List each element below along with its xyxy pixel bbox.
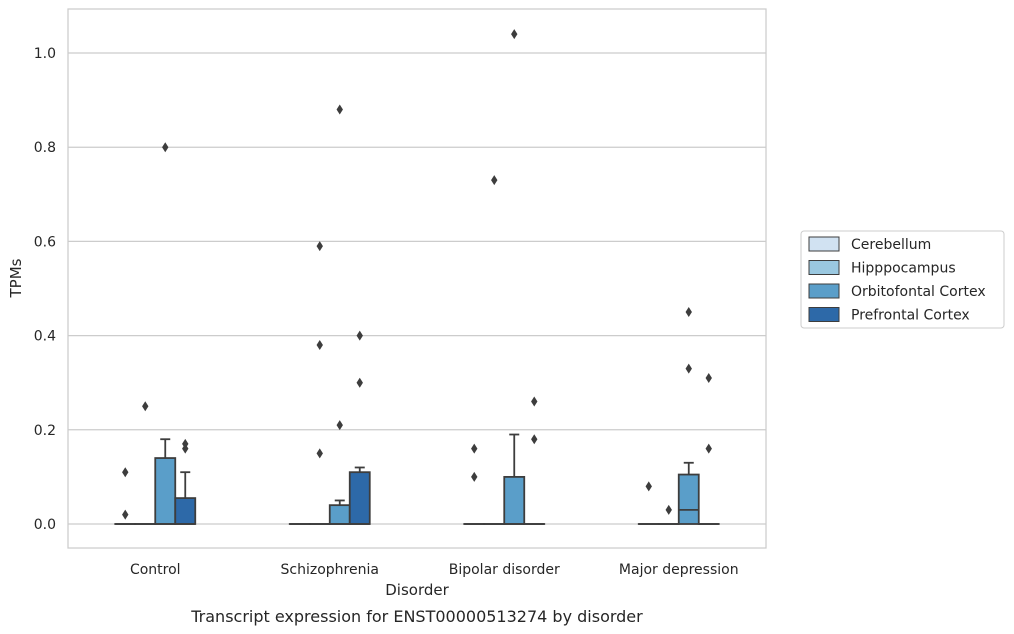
y-tick-label: 0.4 [34,329,56,345]
outlier-point [316,340,323,351]
x-tick-label: Control [130,562,181,578]
x-tick-label: Bipolar disorder [449,562,560,578]
y-tick-label: 0.0 [34,517,56,533]
outlier-point [491,175,498,186]
box-prefrontal-cortex [174,471,197,525]
box-body [503,475,526,525]
x-tick-label: Major depression [619,562,739,578]
box-prefrontal-cortex [348,466,371,525]
y-axis-ticks: 0.0 0.2 0.4 0.6 0.8 1.0 [34,46,56,533]
box-orbitofontal-cortex [677,461,700,525]
outlier-point [182,438,189,449]
outlier-point [122,509,129,520]
outlier-point [531,434,538,445]
y-axis-title: TPMs [7,258,25,298]
legend-swatch [808,307,840,322]
outlier-point [645,481,652,492]
legend-swatch [808,260,840,275]
outlier-point [336,104,343,115]
outlier-point [162,142,169,153]
legend-swatch [808,283,840,299]
x-tick-label: Schizophrenia [281,562,379,578]
chart-caption: Transcript expression for ENST0000051327… [190,607,643,626]
outlier-point [471,471,478,482]
boxes-layer [114,433,720,525]
legend-swatch [808,236,840,252]
y-tick-label: 0.2 [34,423,56,439]
outliers-layer [122,29,712,520]
outlier-point [685,363,692,374]
box-body [154,457,177,525]
outlier-point [336,420,343,431]
legend-label: Orbitofontal Cortex [851,284,986,300]
box-body [348,471,371,525]
box-orbitofontal-cortex [503,433,526,525]
outlier-point [122,467,129,478]
outlier-point [316,241,323,252]
box-body [328,504,351,525]
outlier-point [316,448,323,459]
legend-label: Prefrontal Cortex [851,308,970,324]
legend-label: Hipppocampus [851,261,956,277]
box-orbitofontal-cortex [154,438,177,525]
y-tick-label: 1.0 [34,46,56,62]
box-body [174,497,197,525]
y-tick-label: 0.8 [34,140,56,156]
x-axis-title: Disorder [385,581,449,599]
x-axis-ticks: Control Schizophrenia Bipolar disorder Majo… [130,562,739,578]
legend-label: Cerebellum [851,237,931,253]
outlier-point [531,396,538,407]
box-body [677,473,700,525]
legend: Cerebellum Hipppocampus Orbitofontal Corte… [800,230,1005,329]
outlier-point [356,330,363,341]
outlier-point [705,443,712,454]
plot-area [67,8,767,549]
outlier-point [665,504,672,515]
outlier-point [356,377,363,388]
outlier-point [471,443,478,454]
legend-frame [800,230,1005,329]
outlier-point [511,29,518,40]
outlier-point [685,307,692,318]
y-tick-label: 0.6 [34,234,56,250]
outlier-point [142,401,149,412]
outlier-point [705,372,712,383]
